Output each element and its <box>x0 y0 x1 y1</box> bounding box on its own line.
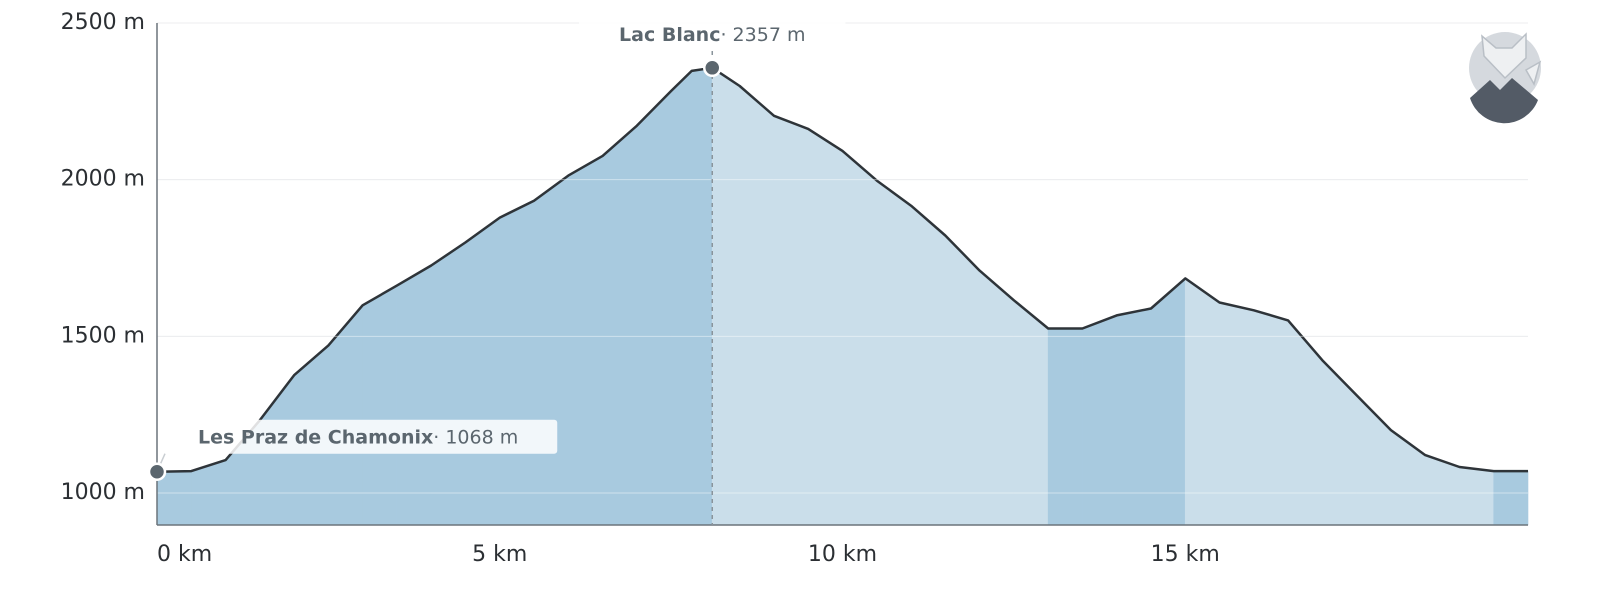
area-segment <box>1116 308 1152 526</box>
area-segment <box>807 128 843 526</box>
annotation-marker <box>703 58 722 78</box>
area-segment <box>739 85 775 526</box>
area-segment <box>979 269 1015 526</box>
logo <box>1469 32 1542 124</box>
area-segment <box>1287 319 1323 526</box>
area-segment <box>636 90 672 526</box>
annotation-value: · 1068 m <box>433 426 518 448</box>
area-segment <box>1322 359 1357 526</box>
area-segment <box>602 125 638 526</box>
area-segment <box>1390 429 1426 526</box>
area-segment <box>910 205 946 526</box>
area-segment <box>945 234 980 526</box>
area-segment <box>1356 394 1392 526</box>
area-segment <box>773 115 809 526</box>
area-segment <box>567 155 603 526</box>
area-segment <box>362 285 398 526</box>
x-tick-label: 10 km <box>808 542 877 567</box>
annotation: Les Praz de Chamonix· 1068 m <box>147 419 558 481</box>
area-segment <box>430 241 466 526</box>
annotation-box <box>159 419 558 454</box>
y-tick-label: 1500 m <box>61 323 145 348</box>
area-segment <box>691 67 713 526</box>
y-tick-label: 2000 m <box>61 167 145 192</box>
annotation-label: Les Praz de Chamonix <box>198 426 433 448</box>
annotation-box <box>579 17 846 51</box>
area-segment <box>1184 277 1220 526</box>
area-segment <box>1493 470 1529 526</box>
annotation-label: Lac Blanc <box>619 24 720 46</box>
annotation: Lac Blanc· 2357 m <box>579 17 846 525</box>
area-segment <box>1047 328 1083 526</box>
area-segment <box>670 70 692 526</box>
elevation-line <box>156 66 1528 473</box>
y-tick-label: 1000 m <box>61 480 145 505</box>
area-segment <box>1459 466 1495 526</box>
area-segment <box>396 265 432 526</box>
area-segment <box>876 180 912 526</box>
x-tick-label: 5 km <box>472 542 527 567</box>
x-tick-label: 15 km <box>1151 542 1220 567</box>
area-segment <box>1013 299 1049 526</box>
area-segment <box>711 67 740 526</box>
area-segment <box>465 217 501 526</box>
area-segment <box>1150 277 1186 526</box>
annotation-text: Les Praz de Chamonix· 1068 m <box>198 426 518 448</box>
area-segment <box>1082 314 1117 526</box>
y-tick-label: 2500 m <box>61 10 145 35</box>
annotation-value: · 2357 m <box>720 24 805 46</box>
x-tick-label: 0 km <box>157 542 212 567</box>
area-segment <box>842 150 878 526</box>
annotation-marker <box>147 462 167 481</box>
annotation-text: Lac Blanc· 2357 m <box>619 24 805 46</box>
area-segment <box>533 175 569 526</box>
area-segment <box>499 200 535 526</box>
